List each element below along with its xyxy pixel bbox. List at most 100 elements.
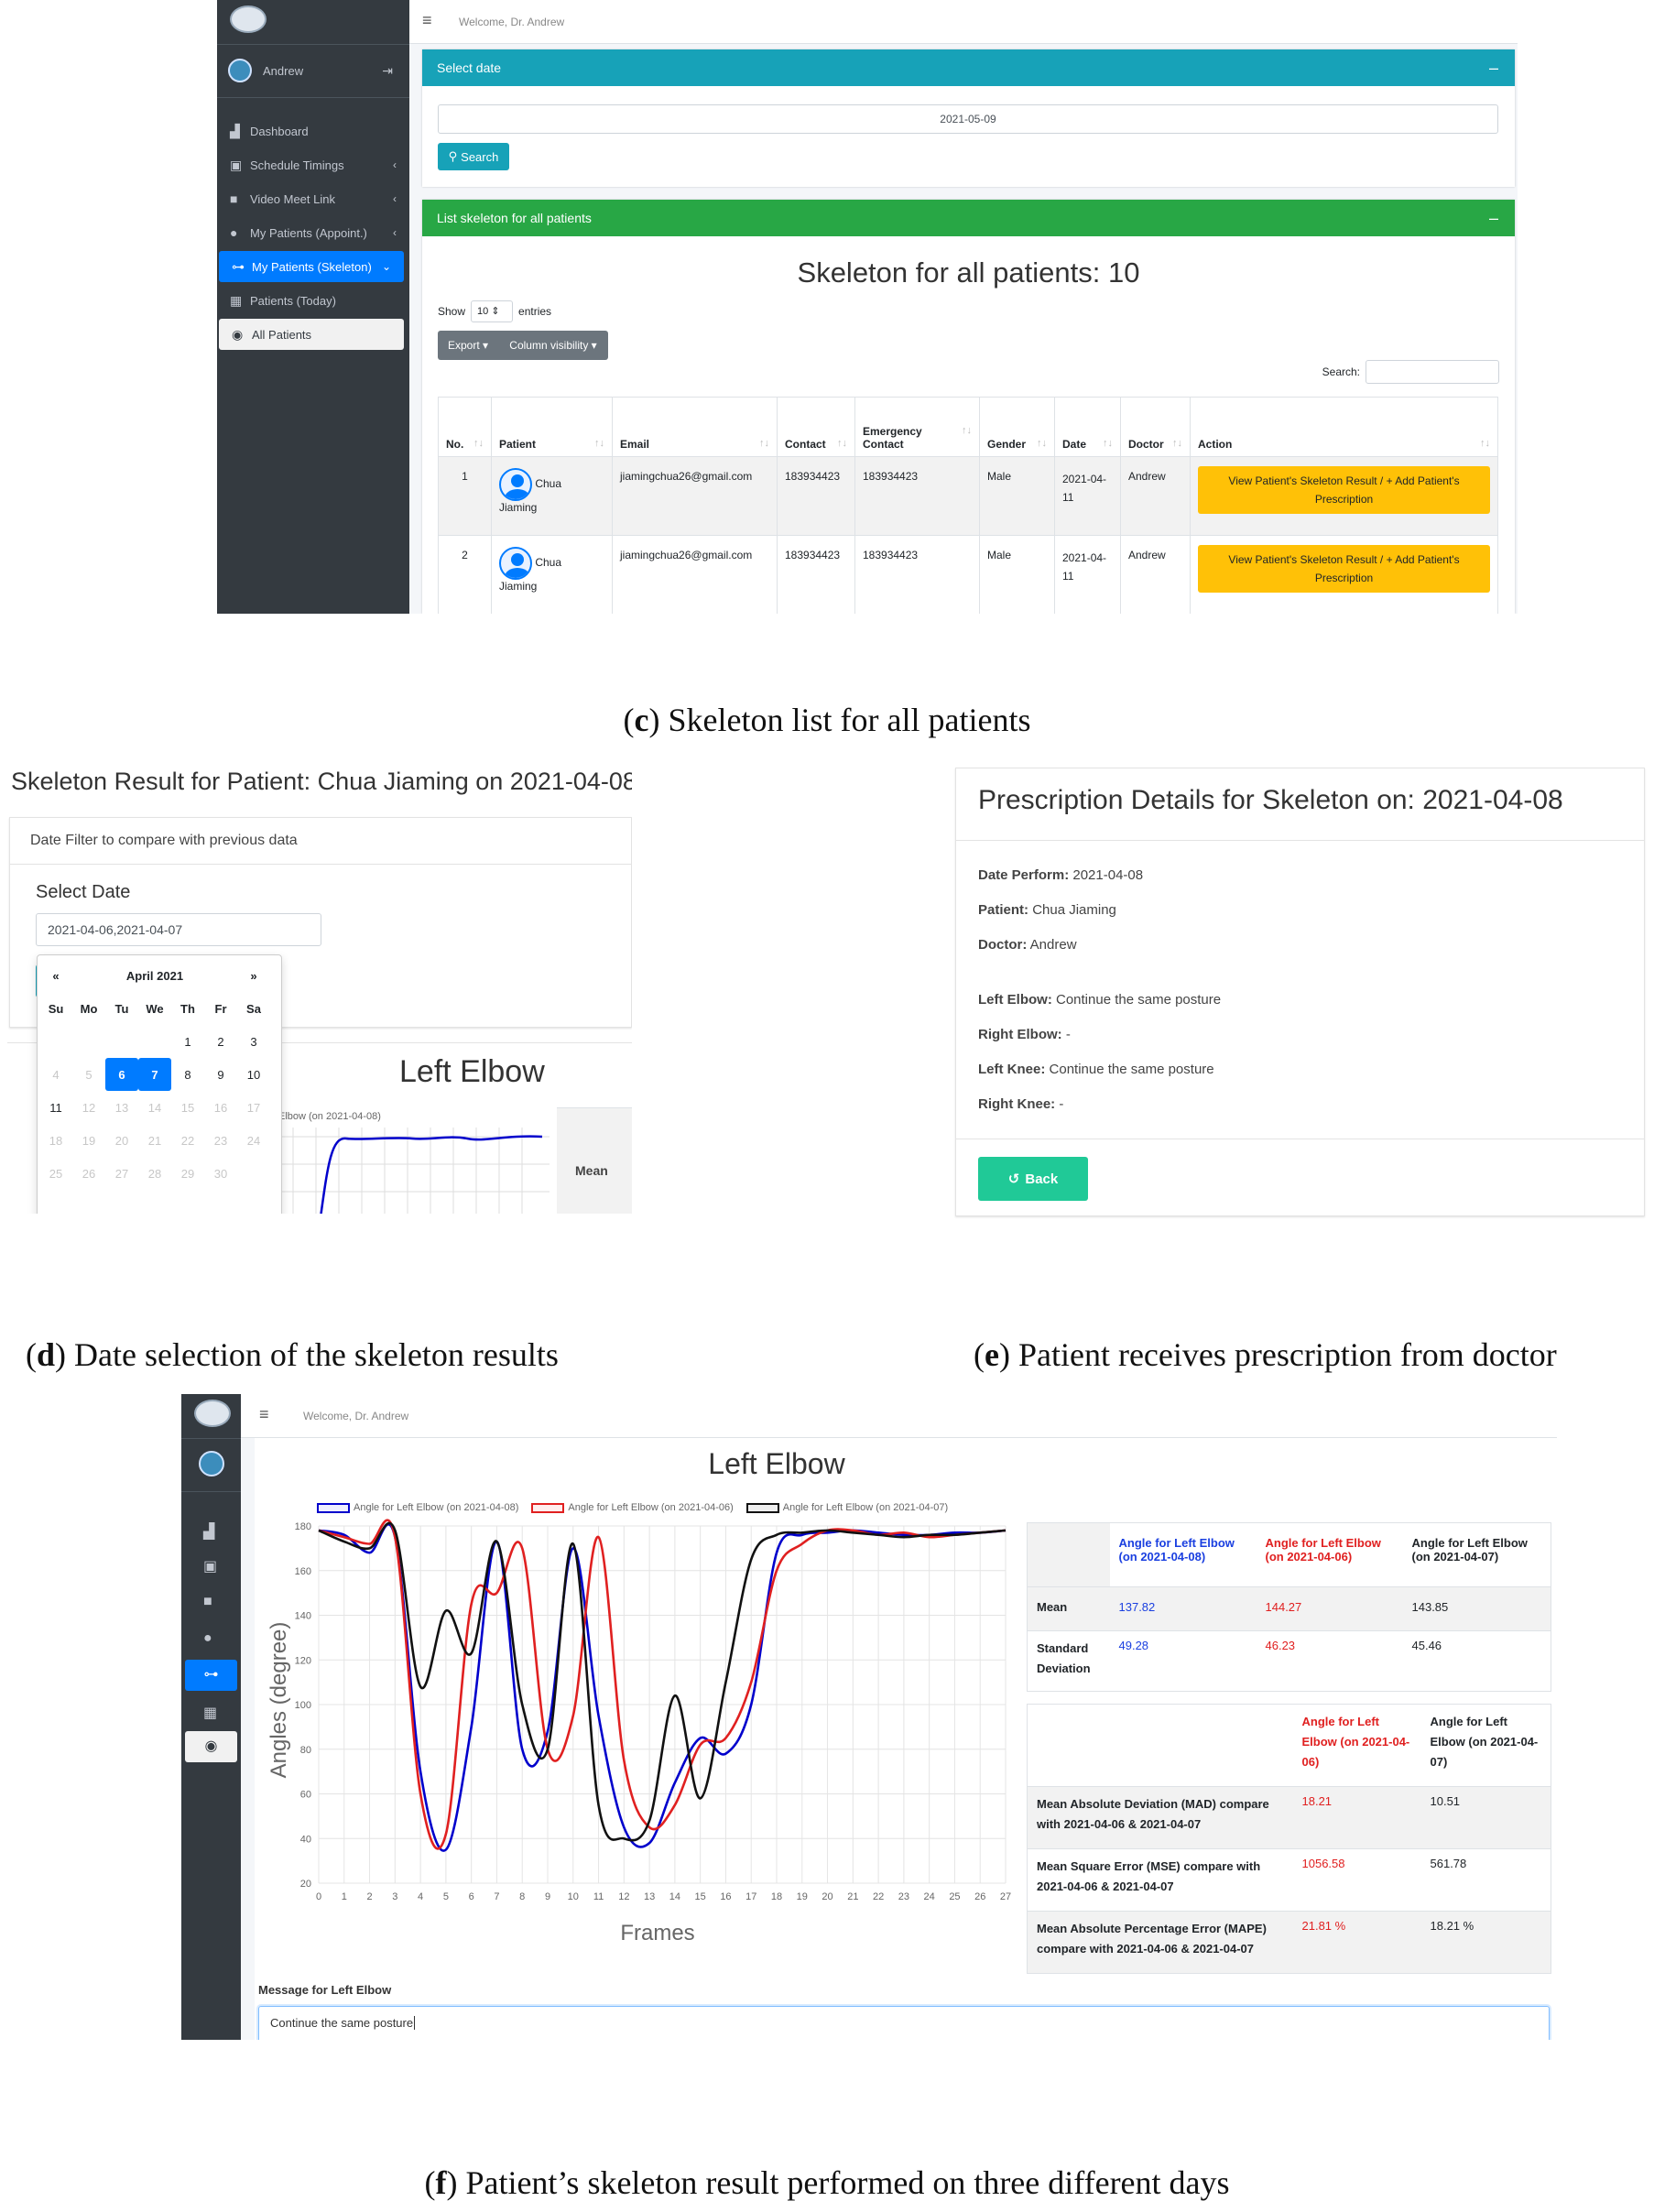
calendar-week: 11 12 13 14 15 16 17 [39, 1091, 270, 1124]
next-month-button[interactable]: » [250, 968, 257, 983]
calendar-day[interactable]: 10 [246, 1067, 261, 1082]
user-avatar-icon[interactable] [199, 1451, 224, 1476]
user-name: Andrew [263, 63, 304, 78]
chart-icon[interactable]: ▟ [203, 1524, 215, 1540]
x-tick-label: 16 [720, 1891, 731, 1902]
hamburger-menu-icon[interactable]: ≡ [259, 1405, 269, 1423]
calendar-day: 16 [213, 1100, 228, 1115]
x-tick-label: 6 [469, 1891, 474, 1902]
prescription-title: Prescription Details for Skeleton on: 20… [978, 785, 1563, 815]
column-header-patient[interactable]: Patient ↑↓ [491, 397, 613, 457]
back-button[interactable]: ↺ Back [978, 1157, 1088, 1201]
calendar-day: 26 [82, 1166, 96, 1181]
video-icon[interactable]: ■ [203, 1594, 212, 1609]
column-header-email[interactable]: Email ↑↓ [612, 397, 778, 457]
bone-icon: ⊶ [232, 258, 245, 274]
x-tick-label: 20 [822, 1891, 832, 1902]
mean-header-cell: Mean [557, 1107, 632, 1214]
column-header-action[interactable]: Action ↑↓ [1190, 397, 1498, 457]
date-input[interactable]: 2021-05-09 [438, 104, 1498, 134]
calendar-day[interactable]: 11 [49, 1100, 62, 1115]
sort-icon: ↑↓ [1172, 438, 1182, 449]
calendar-day[interactable]: 1 [184, 1034, 191, 1049]
calendar-month-label[interactable]: April 2021 [125, 968, 184, 983]
calendar-day-icon[interactable]: ▦ [203, 1705, 218, 1721]
column-header-contact[interactable]: Contact ↑↓ [777, 397, 855, 457]
legend-item-0407[interactable]: Angle for Left Elbow (on 2021-04-07) [745, 1502, 948, 1513]
column-header-no[interactable]: No. ↑↓ [438, 397, 492, 457]
user-avatar-icon [228, 59, 252, 82]
message-label: Message for Left Elbow [258, 1983, 392, 1997]
app-logo [230, 5, 267, 33]
app-logo [194, 1400, 231, 1427]
series-line-2 [318, 1521, 1007, 1842]
sidebar-item-patients-skeleton[interactable]: ⊶ My Patients (Skeleton) ⌄ [219, 251, 404, 282]
sort-icon: ↑↓ [473, 438, 484, 449]
prescription-fields: Date Perform: 2021-04-08 Patient: Chua J… [978, 858, 1221, 1122]
calendar-day: 20 [114, 1133, 129, 1148]
search-button[interactable]: ⚲ Search [438, 143, 509, 170]
column-visibility-button[interactable]: Column visibility ▾ [498, 331, 608, 360]
calendar-day-icon: ▦ [230, 292, 243, 308]
chart-peek-legend: Elbow (on 2021-04-08) [278, 1111, 381, 1122]
prev-month-button[interactable]: « [52, 968, 60, 983]
column-header-gender[interactable]: Gender ↑↓ [979, 397, 1055, 457]
column-header-doctor[interactable]: Doctor ↑↓ [1120, 397, 1191, 457]
date-range-input[interactable]: 2021-04-06,2021-04-07 [36, 913, 321, 946]
y-tick-label: 120 [295, 1655, 311, 1666]
caption-c: (c) Skeleton list for all patients [623, 702, 1031, 738]
series-line-0 [318, 1522, 1007, 1852]
y-tick-label: 160 [295, 1566, 311, 1577]
calendar-day[interactable]: 9 [217, 1067, 224, 1082]
video-icon: ■ [230, 191, 238, 206]
x-tick-label: 17 [745, 1891, 756, 1902]
caption-e: (e) Patient receives prescription from d… [974, 1336, 1557, 1373]
calendar-day-selected[interactable]: 6 [105, 1058, 138, 1091]
series-line-1 [318, 1519, 1007, 1850]
view-result-button[interactable]: View Patient's Skeleton Result / + Add P… [1198, 545, 1490, 593]
sidebar-item-schedule[interactable]: ▣ Schedule Timings ‹ [230, 157, 397, 172]
sidebar-item-patients-appoint[interactable]: ● My Patients (Appoint.) ‹ [230, 225, 397, 240]
message-textarea[interactable]: Continue the same posture [258, 2006, 1550, 2040]
calendar-week: 25 26 27 28 29 30 [39, 1157, 270, 1190]
legend-item-0406[interactable]: Angle for Left Elbow (on 2021-04-06) [531, 1502, 734, 1513]
calendar-day[interactable]: 3 [250, 1034, 257, 1049]
collapse-icon[interactable]: – [1488, 58, 1498, 77]
y-tick-label: 140 [295, 1611, 311, 1622]
sidebar-item-patients-today[interactable]: ▦ Patients (Today) [230, 292, 336, 308]
calendar-day[interactable]: 8 [184, 1067, 191, 1082]
legend-item-0408[interactable]: Angle for Left Elbow (on 2021-04-08) [317, 1502, 518, 1513]
sidebar-divider [181, 1438, 241, 1439]
hamburger-menu-icon[interactable]: ≡ [422, 11, 432, 29]
y-tick-label: 60 [300, 1790, 311, 1801]
sidebar-item-dashboard[interactable]: ▟ Dashboard [230, 123, 309, 138]
eye-icon[interactable]: ◉ [185, 1731, 237, 1762]
calendar-day[interactable]: 2 [217, 1034, 224, 1049]
column-header-emergency[interactable]: Emergency Contact ↑↓ [854, 397, 980, 457]
x-tick-label: 24 [924, 1891, 935, 1902]
chart-peek-plot [275, 1128, 550, 1214]
bone-icon[interactable]: ⊶ [185, 1660, 237, 1691]
skeleton-list-heading: Skeleton for all patients: 10 [797, 256, 1140, 289]
skeleton-result-title: Skeleton Result for Patient: Chua Jiamin… [11, 768, 632, 795]
export-button[interactable]: Export ▾ [438, 331, 498, 360]
column-header-date[interactable]: Date ↑↓ [1054, 397, 1121, 457]
joint-right-elbow: Right Elbow: - [978, 1027, 1071, 1042]
user-clock-icon[interactable]: ● [203, 1630, 212, 1646]
user-panel[interactable]: Andrew ⇥ [228, 57, 402, 84]
table-search-input[interactable] [1366, 360, 1499, 384]
calendar-day-selected[interactable]: 7 [138, 1058, 171, 1091]
x-tick-label: 15 [695, 1891, 706, 1902]
calendar-day: 12 [82, 1100, 96, 1115]
logout-icon[interactable]: ⇥ [382, 62, 393, 78]
sidebar-item-all-patients[interactable]: ◉ All Patients [219, 319, 404, 350]
x-tick-label: 14 [669, 1891, 680, 1902]
text-cursor [414, 2016, 416, 2030]
calendar-check-icon[interactable]: ▣ [203, 1559, 218, 1575]
view-result-button[interactable]: View Patient's Skeleton Result / + Add P… [1198, 466, 1490, 514]
collapse-icon[interactable]: – [1488, 208, 1498, 227]
entries-select[interactable]: 10 ⇕ [471, 300, 514, 322]
y-tick-label: 100 [295, 1700, 311, 1711]
sidebar-item-video[interactable]: ■ Video Meet Link ‹ [230, 191, 397, 206]
result-card: Left Elbow Angle for Left Elbow (on 2021… [255, 1438, 1557, 2040]
